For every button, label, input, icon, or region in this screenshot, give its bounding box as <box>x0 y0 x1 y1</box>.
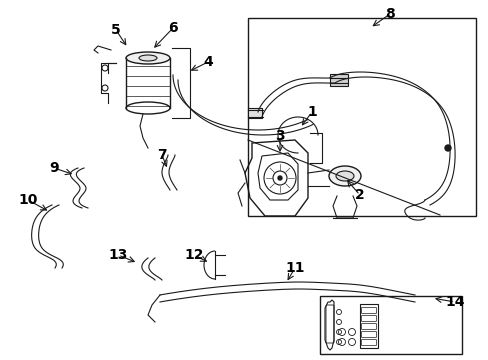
Ellipse shape <box>328 166 360 186</box>
Ellipse shape <box>335 171 353 181</box>
Text: 1: 1 <box>306 105 316 119</box>
Circle shape <box>278 176 282 180</box>
Polygon shape <box>325 300 333 350</box>
Ellipse shape <box>126 52 170 64</box>
Text: 11: 11 <box>285 261 304 275</box>
Text: 5: 5 <box>111 23 121 37</box>
Ellipse shape <box>139 55 157 61</box>
Bar <box>319 296 461 354</box>
Text: 10: 10 <box>18 193 38 207</box>
Text: 12: 12 <box>184 248 203 262</box>
Text: 2: 2 <box>354 188 364 202</box>
Bar <box>329 74 347 86</box>
Text: 3: 3 <box>275 129 284 143</box>
Text: 4: 4 <box>203 55 212 69</box>
Bar <box>359 304 377 348</box>
Bar <box>247 18 475 216</box>
Text: 9: 9 <box>49 161 59 175</box>
Bar <box>247 108 262 118</box>
Circle shape <box>444 145 450 151</box>
Text: 6: 6 <box>168 21 178 35</box>
Text: 8: 8 <box>385 7 394 21</box>
Text: 13: 13 <box>108 248 127 262</box>
Text: 7: 7 <box>157 148 166 162</box>
Text: 14: 14 <box>445 295 464 309</box>
